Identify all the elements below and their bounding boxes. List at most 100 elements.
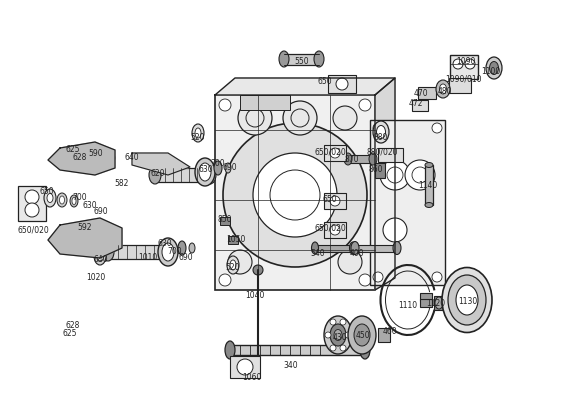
Text: 625: 625 [66, 146, 80, 154]
Ellipse shape [96, 250, 104, 262]
Ellipse shape [149, 166, 161, 184]
Ellipse shape [349, 242, 357, 254]
Circle shape [223, 123, 367, 267]
Ellipse shape [330, 324, 346, 346]
Text: 1090: 1090 [456, 58, 475, 66]
Text: 650: 650 [323, 196, 337, 204]
Text: 880/020: 880/020 [366, 148, 398, 156]
Text: 1120: 1120 [426, 298, 445, 308]
Circle shape [333, 106, 357, 130]
Bar [240, 95, 290, 110]
Ellipse shape [373, 121, 389, 143]
Ellipse shape [70, 195, 78, 207]
Ellipse shape [311, 242, 319, 254]
Circle shape [383, 218, 407, 242]
Text: 700: 700 [211, 158, 225, 168]
Ellipse shape [344, 153, 352, 165]
Ellipse shape [425, 202, 433, 208]
Text: 700: 700 [72, 194, 87, 202]
Bar [370, 120, 445, 285]
Ellipse shape [369, 153, 377, 165]
Bar [434, 296, 444, 310]
Bar [449, 78, 471, 93]
Circle shape [359, 99, 371, 111]
Ellipse shape [225, 163, 231, 173]
Text: 1040: 1040 [245, 290, 265, 300]
Ellipse shape [440, 84, 447, 94]
Ellipse shape [47, 194, 53, 202]
Bar [230, 356, 260, 378]
Text: 550: 550 [295, 58, 309, 66]
Text: 880: 880 [374, 134, 388, 142]
Circle shape [253, 265, 263, 275]
Bar [450, 55, 478, 79]
Circle shape [465, 59, 475, 69]
Circle shape [105, 153, 115, 163]
Bar [324, 193, 346, 209]
Text: 640: 640 [125, 152, 139, 162]
Text: 640: 640 [94, 256, 108, 264]
Circle shape [432, 272, 442, 282]
Ellipse shape [195, 158, 215, 186]
Ellipse shape [425, 162, 433, 168]
Ellipse shape [314, 51, 324, 67]
Text: 630: 630 [83, 202, 97, 210]
Text: 590: 590 [89, 150, 104, 158]
Text: 650: 650 [318, 78, 332, 86]
Circle shape [25, 190, 39, 204]
Ellipse shape [351, 242, 359, 254]
Polygon shape [132, 153, 190, 175]
Bar [425, 165, 433, 205]
Ellipse shape [393, 242, 401, 254]
Bar [324, 145, 346, 161]
Text: 620: 620 [151, 168, 165, 178]
Ellipse shape [162, 243, 174, 261]
Ellipse shape [44, 189, 56, 207]
Text: 630: 630 [158, 240, 172, 248]
Text: 480: 480 [438, 86, 452, 96]
Bar [378, 328, 390, 342]
Text: 625: 625 [63, 328, 77, 338]
Bar [348, 155, 373, 163]
Circle shape [432, 123, 442, 133]
Ellipse shape [435, 297, 443, 309]
Text: 430: 430 [333, 334, 348, 342]
Ellipse shape [162, 243, 174, 261]
Text: 1140: 1140 [418, 180, 438, 190]
Text: 472: 472 [409, 98, 423, 108]
Bar [378, 148, 403, 162]
Bar [324, 222, 346, 238]
Circle shape [340, 345, 346, 351]
Ellipse shape [195, 128, 201, 138]
Text: 520: 520 [226, 264, 240, 272]
Circle shape [25, 203, 39, 217]
Circle shape [65, 149, 85, 169]
Text: 628: 628 [73, 154, 87, 162]
Ellipse shape [279, 51, 289, 67]
Text: 690: 690 [222, 164, 237, 172]
Circle shape [110, 232, 120, 242]
Ellipse shape [189, 243, 195, 253]
Ellipse shape [227, 256, 239, 274]
Circle shape [380, 160, 410, 190]
Ellipse shape [348, 316, 376, 354]
Bar [215, 95, 375, 290]
Text: 870: 870 [345, 156, 359, 164]
Text: 592: 592 [78, 224, 92, 232]
Bar [418, 87, 436, 99]
Text: 1130: 1130 [458, 298, 478, 306]
Circle shape [330, 345, 336, 351]
Circle shape [373, 123, 383, 133]
Circle shape [325, 332, 331, 338]
Circle shape [405, 160, 435, 190]
Ellipse shape [178, 241, 186, 255]
Bar [18, 186, 46, 221]
Circle shape [340, 319, 346, 325]
Text: 340: 340 [284, 360, 298, 370]
Circle shape [219, 274, 231, 286]
Bar [230, 345, 365, 355]
Polygon shape [375, 78, 395, 290]
Text: 520: 520 [191, 134, 205, 142]
Text: 1060: 1060 [242, 372, 261, 382]
Text: 628: 628 [66, 320, 80, 330]
